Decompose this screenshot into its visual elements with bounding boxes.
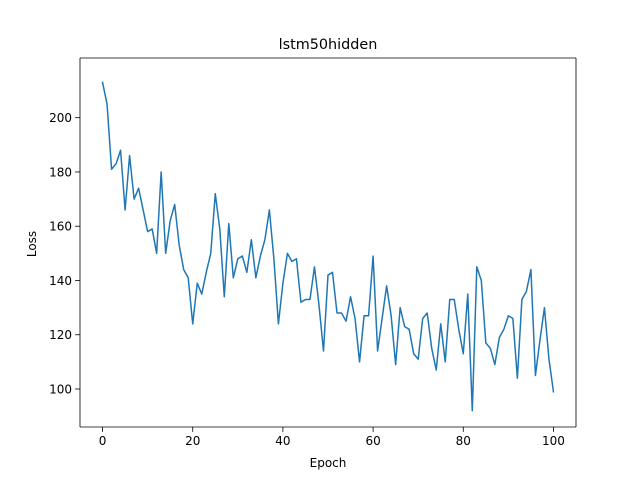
y-tick-label: 120 xyxy=(49,328,72,342)
chart-title: lstm50hidden xyxy=(279,37,378,53)
x-tick-label: 100 xyxy=(542,434,565,448)
y-tick-label: 180 xyxy=(49,165,72,179)
y-tick-label: 160 xyxy=(49,220,72,234)
y-tick-label: 200 xyxy=(49,111,72,125)
x-tick-label: 80 xyxy=(456,434,471,448)
y-tick-label: 100 xyxy=(49,382,72,396)
x-tick-label: 20 xyxy=(185,434,200,448)
x-tick-label: 60 xyxy=(365,434,380,448)
x-tick-label: 0 xyxy=(99,434,107,448)
x-axis-label: Epoch xyxy=(310,456,347,470)
series-line-0 xyxy=(101,81,555,412)
y-tick-label: 140 xyxy=(49,274,72,288)
y-axis-label: Loss xyxy=(25,231,39,257)
plot-area: 0 20 40 60 80 100 100 120 140 160 180 200 xyxy=(49,57,577,448)
x-tick-label: 40 xyxy=(275,434,290,448)
